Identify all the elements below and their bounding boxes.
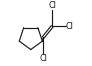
Text: Cl: Cl bbox=[39, 54, 47, 63]
Text: Cl: Cl bbox=[48, 1, 56, 10]
Text: Cl: Cl bbox=[66, 22, 74, 31]
